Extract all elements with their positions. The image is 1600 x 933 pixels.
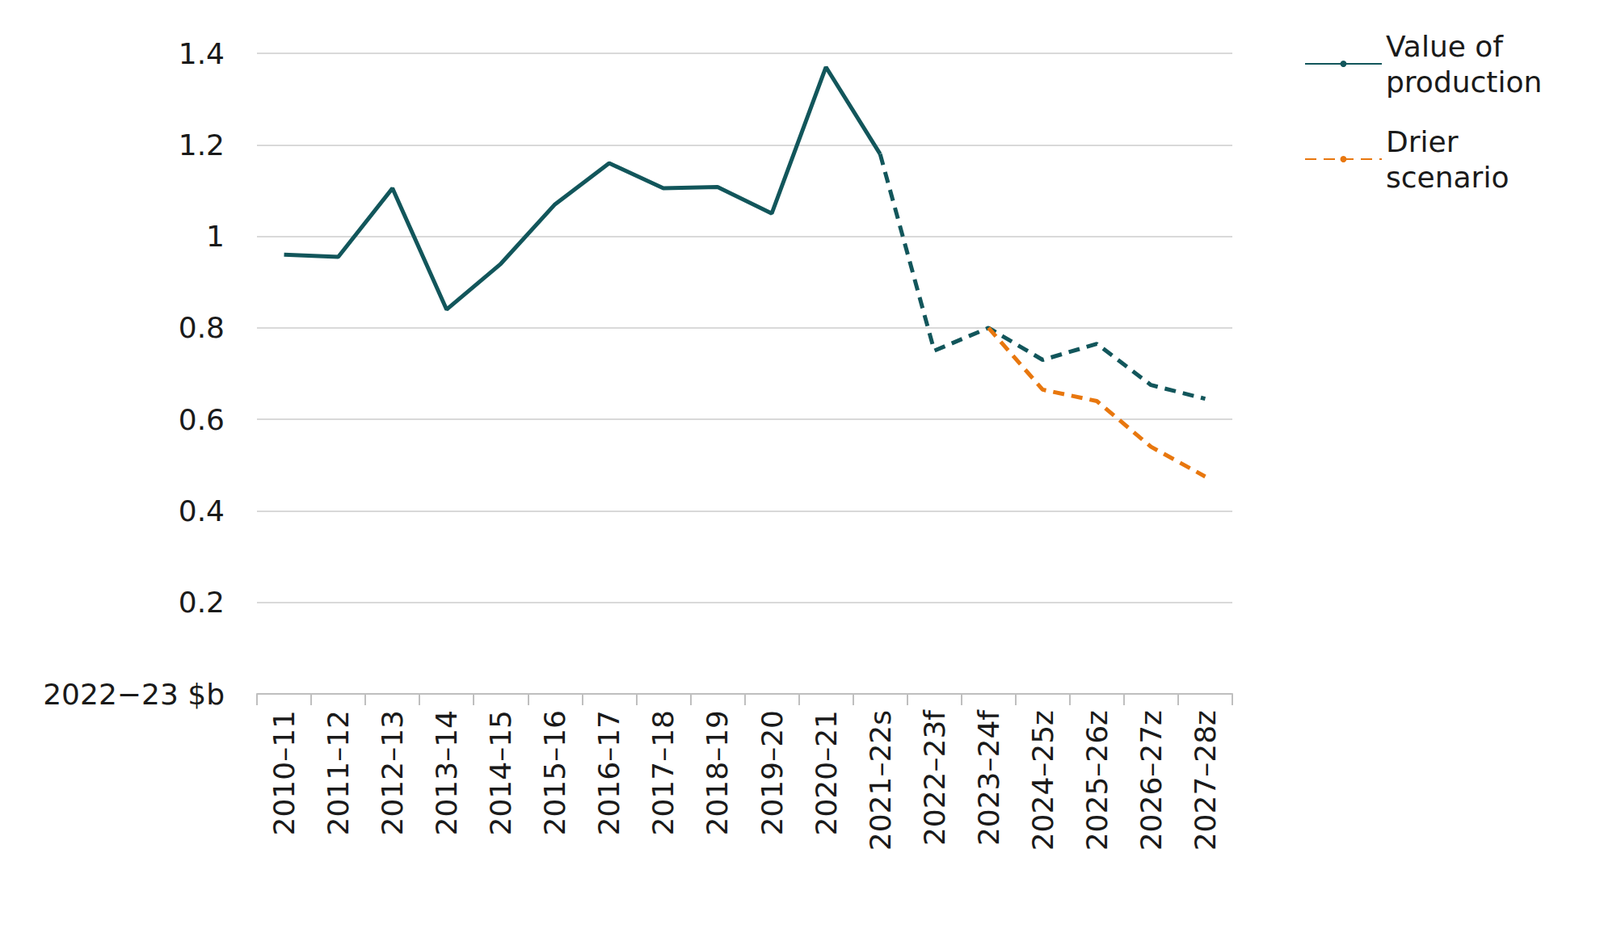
svg-text:2018–19: 2018–19: [700, 710, 734, 836]
svg-text:2025–26z: 2025–26z: [1080, 710, 1114, 851]
svg-text:2013–14: 2013–14: [429, 710, 464, 836]
svg-text:1: 1: [206, 219, 225, 253]
svg-text:production: production: [1385, 65, 1542, 99]
svg-text:0.4: 0.4: [178, 494, 225, 528]
svg-text:scenario: scenario: [1385, 160, 1509, 194]
svg-text:2019–20: 2019–20: [755, 710, 789, 836]
svg-text:Value of: Value of: [1385, 29, 1512, 64]
svg-text:0.2: 0.2: [178, 585, 225, 619]
svg-text:1.4: 1.4: [178, 37, 225, 71]
svg-text:0.8: 0.8: [178, 311, 225, 345]
svg-text:2014–15: 2014–15: [484, 710, 518, 836]
svg-text:2010–11: 2010–11: [267, 710, 301, 836]
svg-text:Drier: Drier: [1385, 125, 1468, 159]
svg-text:2017–18: 2017–18: [646, 710, 680, 836]
svg-text:2022−23 $b: 2022−23 $b: [42, 677, 225, 712]
svg-text:1.2: 1.2: [178, 128, 225, 162]
svg-text:2012–13: 2012–13: [375, 710, 409, 836]
svg-text:2011–12: 2011–12: [321, 710, 355, 836]
svg-text:2023–24f: 2023–24f: [972, 709, 1006, 847]
svg-text:2016–17: 2016–17: [592, 710, 626, 836]
svg-text:2015–16: 2015–16: [538, 710, 572, 836]
svg-text:2026–27z: 2026–27z: [1134, 710, 1168, 851]
svg-text:2020–21: 2020–21: [809, 710, 843, 836]
svg-text:0.6: 0.6: [178, 403, 225, 437]
svg-text:2027–28z: 2027–28z: [1188, 710, 1222, 851]
svg-text:2024–25z: 2024–25z: [1026, 710, 1060, 851]
svg-text:2021–22s: 2021–22s: [863, 710, 897, 851]
svg-text:2022–23f: 2022–23f: [917, 709, 952, 847]
